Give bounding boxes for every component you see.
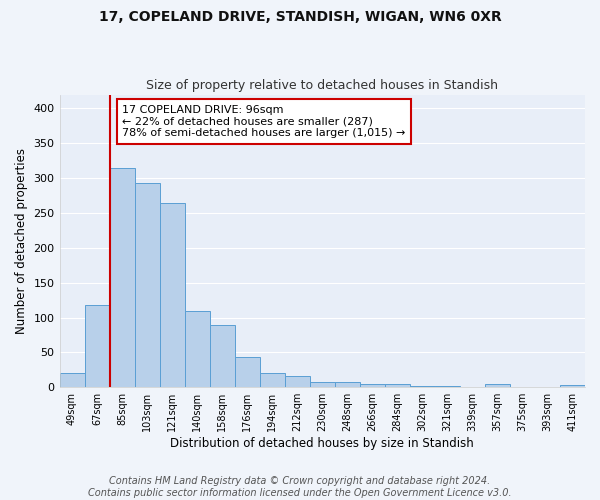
Bar — [510, 386, 535, 387]
Bar — [485, 384, 510, 387]
Bar — [560, 385, 585, 387]
X-axis label: Distribution of detached houses by size in Standish: Distribution of detached houses by size … — [170, 437, 474, 450]
Bar — [134, 183, 160, 387]
Bar — [59, 374, 85, 387]
Y-axis label: Number of detached properties: Number of detached properties — [15, 148, 28, 334]
Bar — [85, 305, 110, 387]
Bar — [110, 168, 134, 387]
Title: Size of property relative to detached houses in Standish: Size of property relative to detached ho… — [146, 79, 498, 92]
Bar — [385, 384, 410, 387]
Bar — [209, 325, 235, 387]
Text: Contains HM Land Registry data © Crown copyright and database right 2024.
Contai: Contains HM Land Registry data © Crown c… — [88, 476, 512, 498]
Bar — [235, 356, 260, 387]
Bar — [160, 202, 185, 387]
Bar — [185, 310, 209, 387]
Bar — [410, 386, 435, 387]
Bar — [435, 386, 460, 387]
Bar — [535, 386, 560, 387]
Text: 17, COPELAND DRIVE, STANDISH, WIGAN, WN6 0XR: 17, COPELAND DRIVE, STANDISH, WIGAN, WN6… — [98, 10, 502, 24]
Bar — [310, 382, 335, 387]
Bar — [360, 384, 385, 387]
Text: 17 COPELAND DRIVE: 96sqm
← 22% of detached houses are smaller (287)
78% of semi-: 17 COPELAND DRIVE: 96sqm ← 22% of detach… — [122, 105, 406, 138]
Bar — [285, 376, 310, 387]
Bar — [260, 372, 285, 387]
Bar — [460, 386, 485, 387]
Bar — [335, 382, 360, 387]
